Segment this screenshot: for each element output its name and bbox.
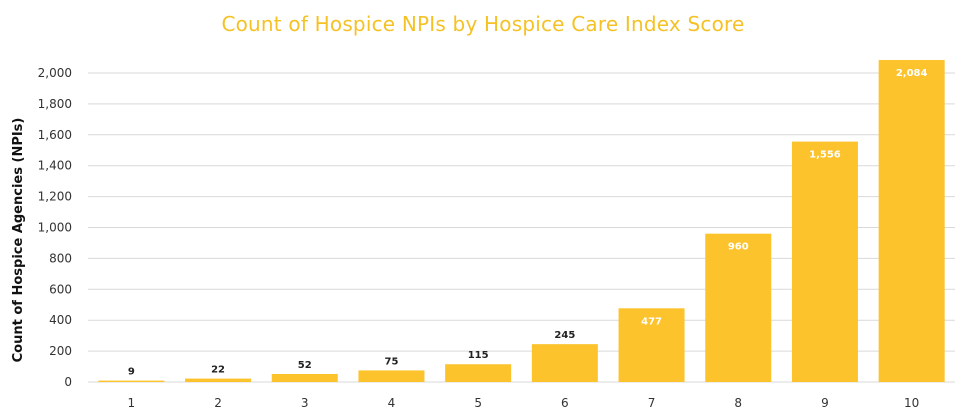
x-tick-label: 8 xyxy=(734,396,742,410)
y-tick-label: 2,000 xyxy=(38,66,72,80)
bar-1 xyxy=(98,380,165,382)
x-tick-label: 6 xyxy=(561,396,569,410)
data-label: 960 xyxy=(728,242,749,253)
data-label: 75 xyxy=(384,356,398,367)
x-tick-label: 2 xyxy=(214,396,222,410)
y-tick-label: 400 xyxy=(49,313,72,327)
bar-5 xyxy=(445,364,512,382)
bar-9 xyxy=(791,141,858,382)
bar-7 xyxy=(618,308,685,382)
y-axis-label: Count of Hospice Agencies (NPIs) xyxy=(11,118,26,363)
y-tick-label: 1,200 xyxy=(38,190,72,204)
gridlines xyxy=(88,72,955,383)
data-label: 245 xyxy=(554,330,575,341)
x-tick-label: 3 xyxy=(301,396,309,410)
y-tick-label: 1,600 xyxy=(38,128,72,142)
data-label: 477 xyxy=(641,316,662,327)
bar-8 xyxy=(705,233,772,382)
bar-3 xyxy=(271,373,338,382)
x-tick-label: 1 xyxy=(128,396,136,410)
data-label: 115 xyxy=(468,350,489,361)
data-label: 22 xyxy=(211,365,225,376)
y-tick-label: 1,400 xyxy=(38,159,72,173)
x-tick-label: 5 xyxy=(474,396,482,410)
x-tick-label: 4 xyxy=(388,396,396,410)
data-labels: 9 22 52 75 115 245 477 960 1,556 2,084 xyxy=(128,68,928,378)
data-label: 52 xyxy=(298,360,312,371)
data-label: 9 xyxy=(128,367,135,378)
bar-6 xyxy=(531,344,598,382)
x-tick-label: 9 xyxy=(821,396,829,410)
bars xyxy=(98,60,945,382)
y-tick-label: 200 xyxy=(49,344,72,358)
bar-4 xyxy=(358,370,425,382)
tick-labels: 0 200 400 600 800 1,000 1,200 1,400 1,600 1,800 2,… xyxy=(38,66,920,410)
y-tick-label: 800 xyxy=(49,251,72,265)
y-tick-label: 1,800 xyxy=(38,97,72,111)
y-tick-label: 0 xyxy=(64,375,72,389)
data-label: 2,084 xyxy=(896,68,928,79)
x-tick-label: 7 xyxy=(648,396,656,410)
bar-10 xyxy=(878,60,945,382)
bar-2 xyxy=(185,378,252,382)
y-tick-label: 600 xyxy=(49,282,72,296)
data-label: 1,556 xyxy=(809,150,841,161)
chart-title: Count of Hospice NPIs by Hospice Care In… xyxy=(221,12,745,36)
x-tick-label: 10 xyxy=(904,396,919,410)
y-tick-label: 1,000 xyxy=(38,221,72,235)
